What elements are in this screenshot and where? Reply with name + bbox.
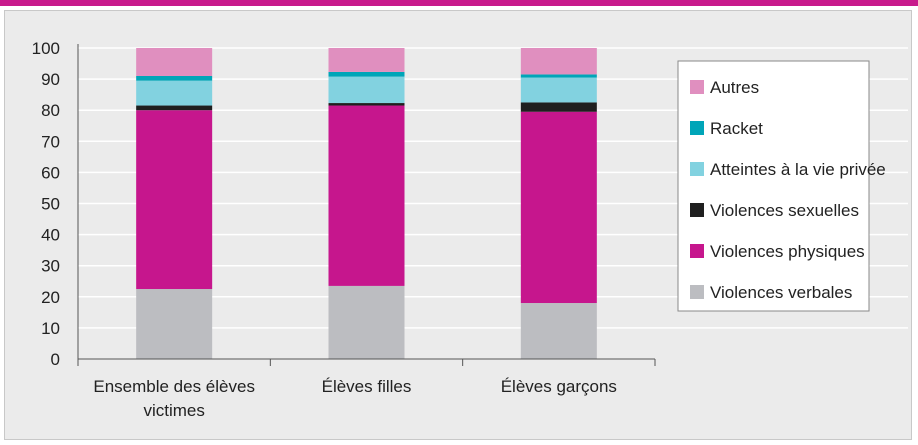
bar-segment (328, 48, 405, 72)
axes (77, 44, 656, 366)
legend-label: Atteintes à la vie privée (710, 160, 886, 179)
bar-segment (136, 289, 213, 359)
y-tick-label: 10 (41, 319, 60, 338)
bars (136, 48, 597, 359)
x-category-label: Ensemble des élèves (93, 377, 255, 396)
bar-segment (520, 48, 597, 75)
bar-segment (328, 71, 405, 77)
y-tick-label: 60 (41, 163, 60, 182)
legend-label: Violences sexuelles (710, 201, 859, 220)
y-tick-label: 80 (41, 101, 60, 120)
x-category-labels: Ensemble des élèves victimes Élèves filles… (93, 377, 617, 420)
bar-segment (520, 77, 597, 103)
y-tick-label: 40 (41, 226, 60, 245)
legend-swatch (690, 162, 704, 176)
legend-label: Violences verbales (710, 283, 852, 302)
top-accent-bar (0, 0, 918, 6)
legend-swatch (690, 80, 704, 94)
legend-box (677, 60, 870, 312)
x-category-label: Élèves filles (322, 377, 412, 396)
legend-swatch (690, 121, 704, 135)
legend: Autres Racket Atteintes à la vie privée Vio… (677, 60, 886, 312)
bar-segment (136, 105, 213, 111)
legend-swatch (690, 203, 704, 217)
y-tick-label: 50 (41, 195, 60, 214)
bar-segment (328, 285, 405, 359)
bar-segment (136, 80, 213, 106)
legend-swatch (690, 285, 704, 299)
y-tick-labels: 0 10 20 30 40 50 60 70 80 90 100 (32, 39, 60, 369)
bar-segment (328, 103, 405, 106)
y-tick-label: 70 (41, 132, 60, 151)
bar-segment (520, 102, 597, 112)
bar-segment (328, 105, 405, 286)
y-tick-label: 100 (32, 39, 60, 58)
bar-segment (136, 48, 213, 76)
y-tick-label: 0 (51, 350, 60, 369)
bar-segment (520, 111, 597, 304)
legend-swatch (690, 244, 704, 258)
x-category-label: victimes (143, 401, 204, 420)
bar-segment (520, 303, 597, 359)
bar-segment (136, 75, 213, 81)
bar-segment (136, 110, 213, 290)
legend-label: Racket (710, 119, 763, 138)
legend-label: Autres (710, 78, 759, 97)
y-tick-label: 30 (41, 257, 60, 276)
bar-segment (328, 76, 405, 104)
x-category-label: Élèves garçons (501, 377, 617, 396)
y-tick-label: 20 (41, 288, 60, 307)
y-tick-label: 90 (41, 70, 60, 89)
legend-label: Violences physiques (710, 242, 865, 261)
bar-segment (520, 74, 597, 78)
